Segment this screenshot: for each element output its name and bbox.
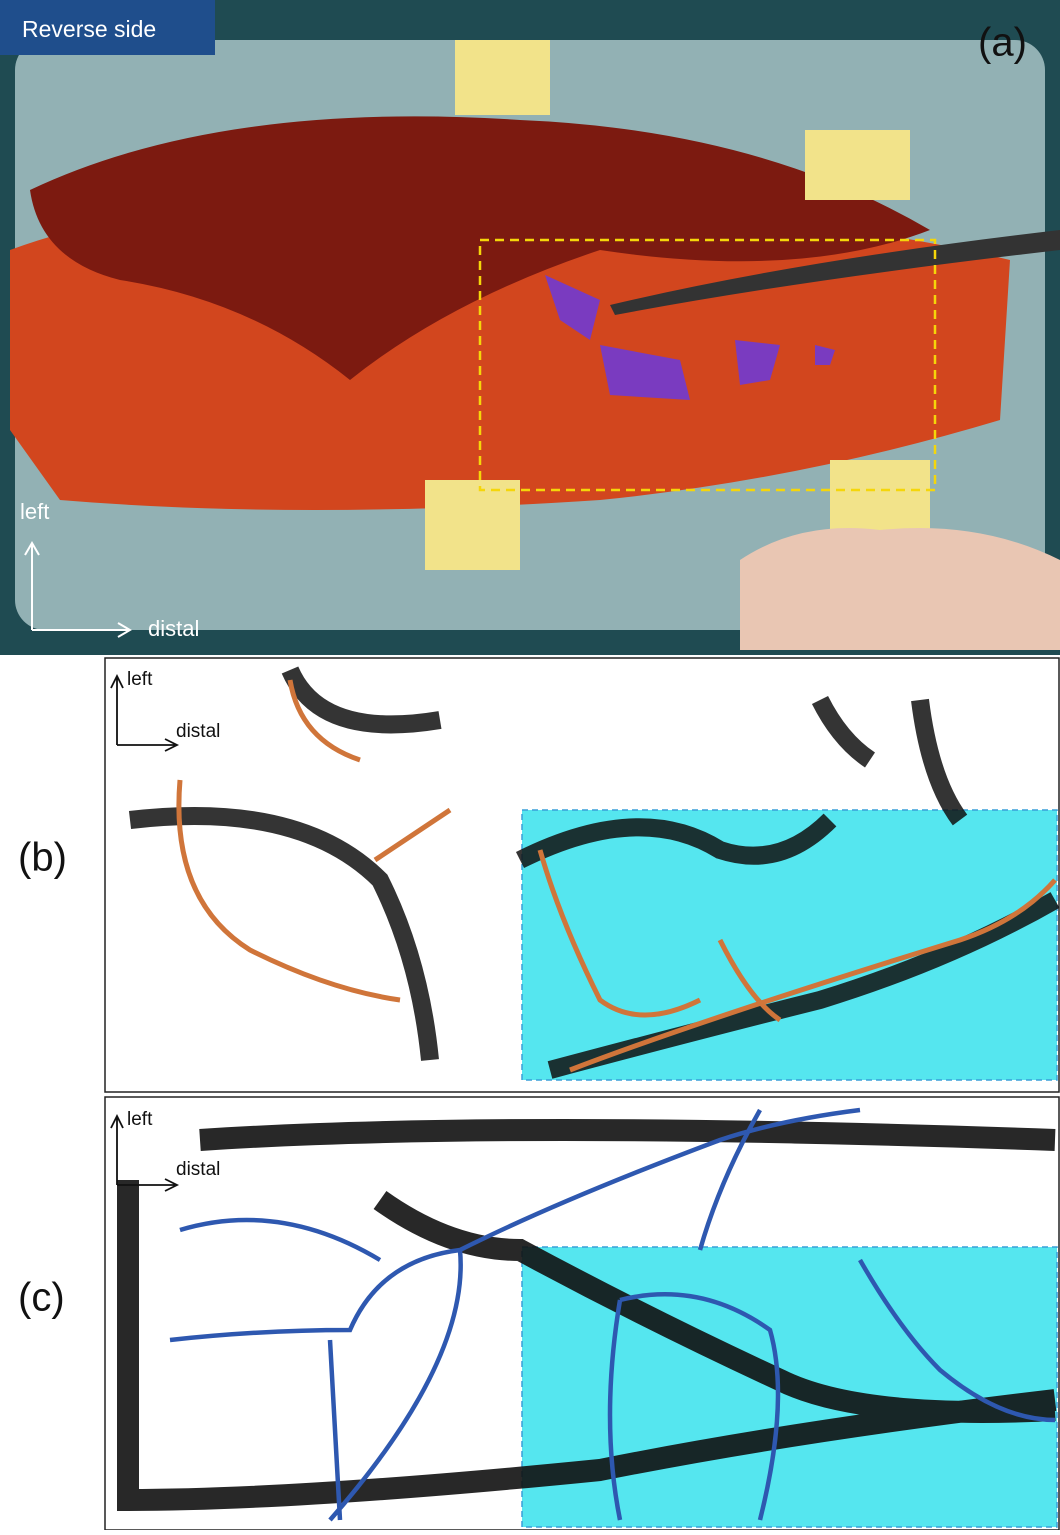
figure: Reverse side (a) left distal (b) left di… [0, 0, 1060, 1530]
sponge [455, 40, 550, 115]
axis-label: left [127, 669, 153, 690]
axis-label: distal [148, 616, 199, 641]
axis-label: distal [176, 721, 220, 742]
axis-label: left [127, 1109, 153, 1130]
panel-label: (c) [18, 1276, 65, 1320]
panel-label: (b) [18, 836, 67, 880]
hand [740, 528, 1060, 650]
sponge [830, 460, 930, 530]
sponge [425, 480, 520, 570]
sponge [805, 130, 910, 200]
axis-label: left [20, 499, 49, 524]
panel-c: (c) left distal [18, 1097, 1059, 1530]
badge-text: Reverse side [22, 16, 156, 42]
panel-a: Reverse side (a) left distal [0, 0, 1060, 655]
panel-label: (a) [978, 21, 1027, 65]
panel-b: (b) left distal [18, 658, 1059, 1092]
page: Reverse side (a) left distal (b) left di… [0, 0, 1060, 1530]
axis-label: distal [176, 1159, 220, 1180]
